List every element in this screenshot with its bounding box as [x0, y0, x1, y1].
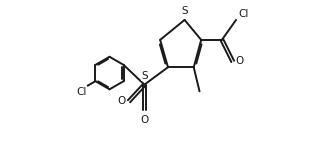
Text: S: S [141, 71, 148, 81]
Text: Cl: Cl [238, 9, 249, 19]
Text: O: O [118, 96, 126, 106]
Text: O: O [235, 56, 243, 66]
Text: Cl: Cl [76, 87, 87, 97]
Text: S: S [181, 6, 188, 16]
Text: O: O [140, 115, 149, 124]
